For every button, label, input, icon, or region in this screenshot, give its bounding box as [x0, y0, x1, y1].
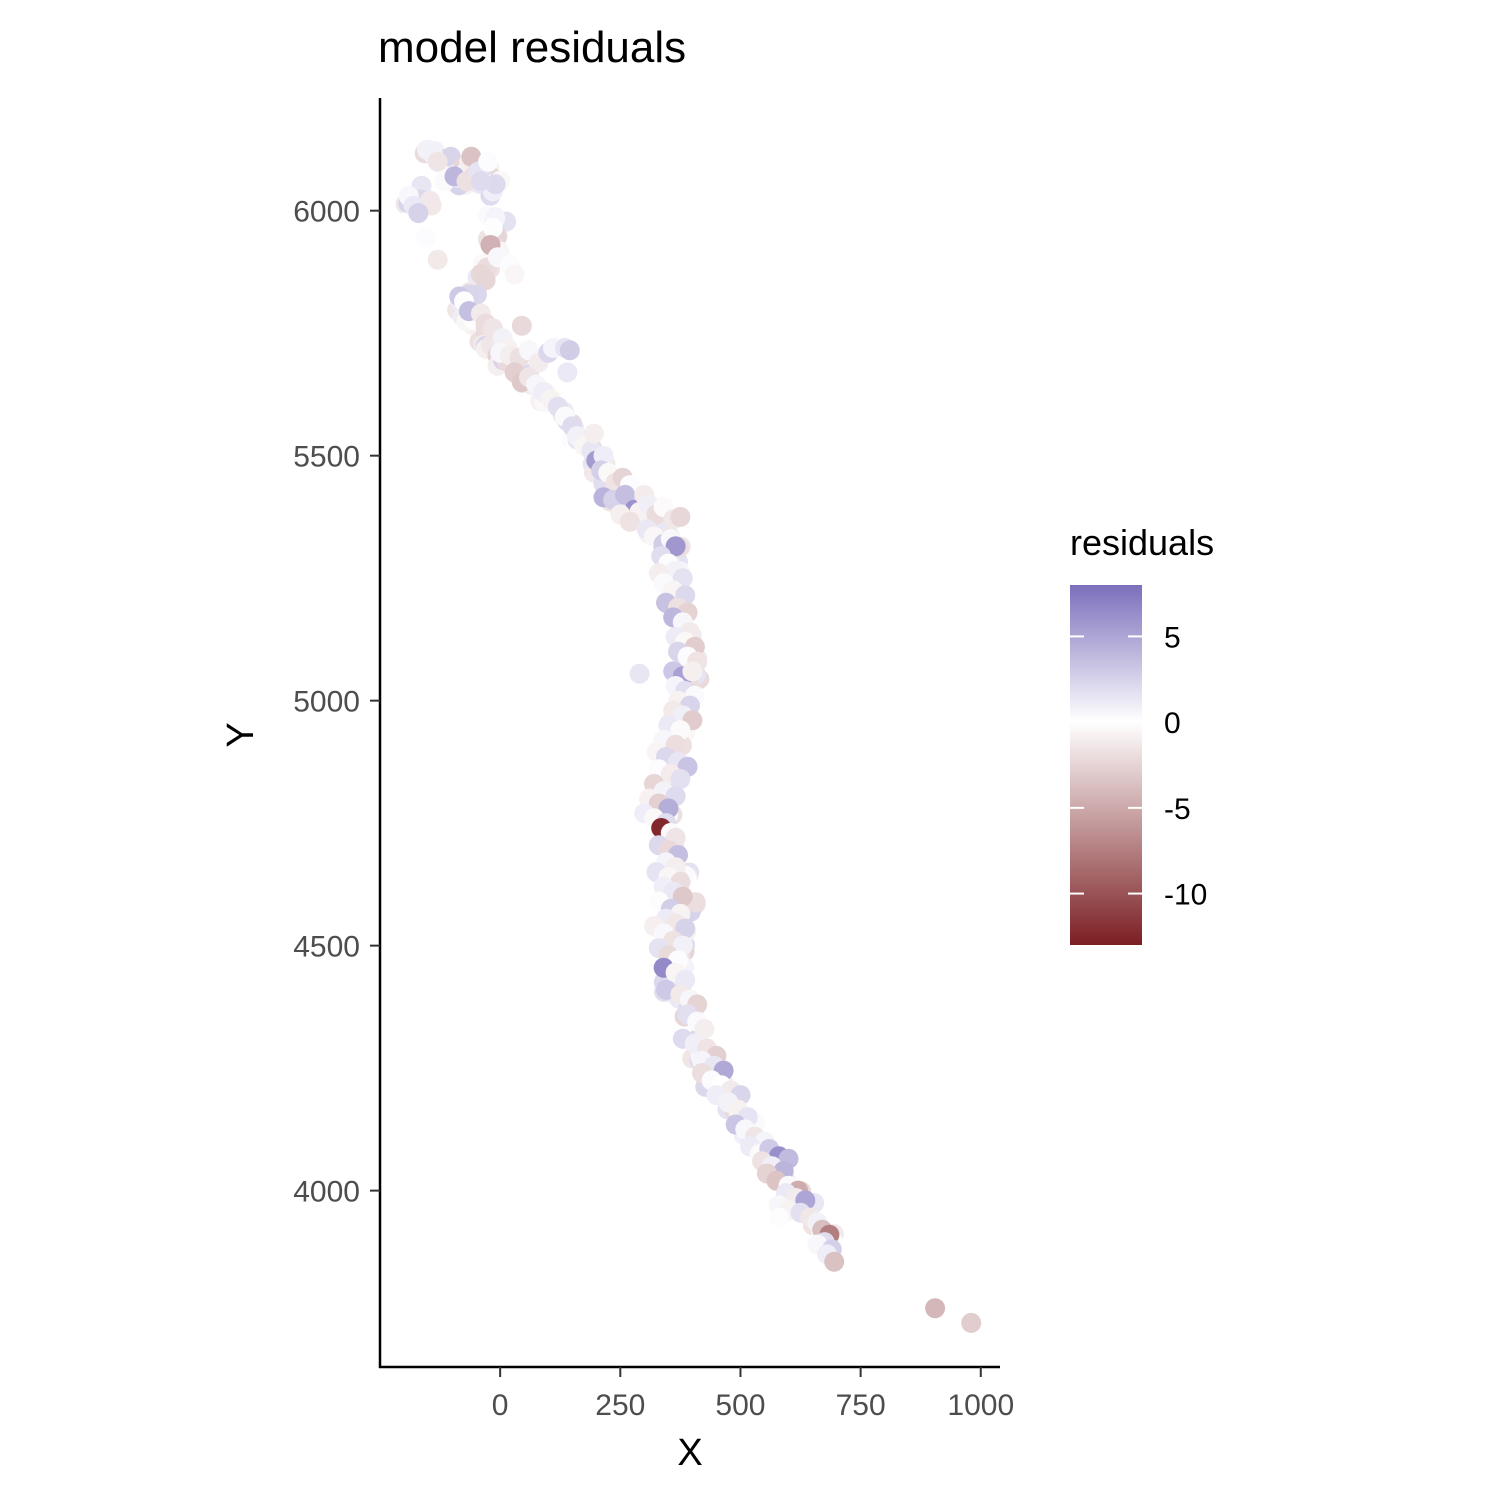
x-tick-label: 750 [836, 1389, 886, 1422]
data-point [682, 661, 703, 682]
x-axis-ticks: 0 250 500 750 1000 [492, 1367, 1014, 1422]
data-point [670, 506, 691, 527]
data-point [427, 249, 448, 270]
data-point [511, 315, 532, 336]
data-point [427, 151, 448, 172]
data-point [557, 362, 578, 383]
data-point [615, 484, 636, 505]
data-point [504, 264, 525, 285]
legend-tick-label: -10 [1164, 879, 1207, 912]
chart-title: model residuals [378, 23, 686, 72]
legend-title: residuals [1070, 522, 1214, 563]
data-point [619, 511, 640, 532]
points-layer [395, 139, 982, 1333]
data-point [559, 340, 580, 361]
data-point [824, 1251, 845, 1272]
data-point [593, 445, 614, 466]
y-tick-label: 5500 [293, 441, 360, 474]
data-point [768, 1207, 789, 1228]
data-point [408, 203, 429, 224]
y-axis-title: Y [220, 722, 262, 747]
legend-ticks: 5 0 -5 -10 [1070, 621, 1207, 912]
data-point [583, 423, 604, 444]
data-point [470, 171, 491, 192]
x-tick-label: 250 [595, 1389, 645, 1422]
legend-colorbar [1070, 585, 1142, 945]
legend-tick-label: -5 [1164, 793, 1191, 826]
data-point [961, 1312, 982, 1333]
x-tick-label: 500 [715, 1389, 765, 1422]
data-point [482, 217, 503, 238]
x-tick-label: 0 [492, 1389, 509, 1422]
legend: residuals 5 0 -5 -10 [1070, 522, 1214, 945]
y-tick-label: 6000 [293, 196, 360, 229]
x-axis-title: X [677, 1432, 702, 1474]
data-point [629, 663, 650, 684]
data-point [665, 536, 686, 557]
data-point [694, 1018, 715, 1039]
data-point [415, 227, 436, 248]
y-tick-label: 5000 [293, 686, 360, 719]
data-point [658, 798, 679, 819]
y-tick-label: 4500 [293, 931, 360, 964]
data-point [478, 151, 499, 172]
data-point [925, 1298, 946, 1319]
y-axis-ticks: 4000 4500 5000 5500 6000 [293, 196, 380, 1209]
data-point [675, 918, 696, 939]
legend-tick-label: 0 [1164, 707, 1181, 740]
y-tick-label: 4000 [293, 1176, 360, 1209]
x-tick-label: 1000 [947, 1389, 1014, 1422]
legend-tick-label: 5 [1164, 621, 1181, 654]
data-point [670, 769, 691, 789]
data-point [672, 886, 693, 907]
